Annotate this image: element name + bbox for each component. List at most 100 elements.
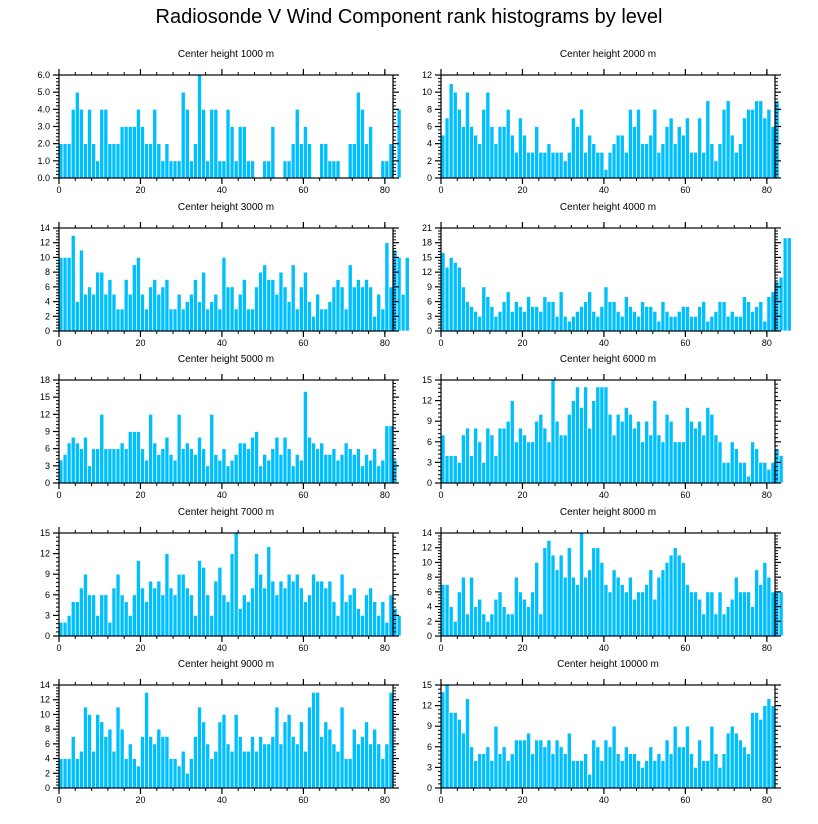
panel-title: Center height 6000 m — [560, 354, 656, 365]
bar — [750, 311, 755, 332]
bar — [774, 591, 780, 637]
y-tick-label: 6 — [427, 742, 432, 752]
bar — [505, 420, 511, 484]
bar — [513, 151, 519, 179]
bar — [180, 750, 186, 789]
bar — [770, 126, 776, 179]
bar — [570, 576, 576, 637]
bar — [522, 134, 527, 179]
bar — [570, 117, 576, 179]
bar — [241, 750, 247, 789]
bar — [501, 126, 507, 179]
bar — [583, 576, 588, 637]
bar — [290, 143, 296, 179]
x-tick-label: 40 — [217, 185, 227, 195]
bar — [180, 573, 186, 637]
bar — [522, 598, 527, 637]
bar — [713, 613, 719, 637]
bar — [290, 580, 296, 637]
bar — [209, 758, 215, 789]
bar — [360, 108, 365, 179]
bar — [550, 753, 556, 789]
bar — [95, 448, 101, 484]
bar — [156, 143, 162, 179]
bar — [254, 431, 259, 484]
bar — [672, 725, 678, 789]
bar — [193, 143, 198, 179]
bar — [233, 532, 239, 637]
bar — [542, 296, 548, 332]
y-tick-label: 15 — [422, 680, 432, 690]
bar — [619, 134, 625, 179]
bar — [717, 441, 723, 484]
x-tick-label: 20 — [517, 338, 527, 348]
y-tick-label: 0 — [45, 326, 50, 336]
bar — [493, 455, 499, 484]
bar — [632, 311, 637, 332]
bar — [725, 462, 731, 484]
y-tick-label: 3 — [45, 610, 50, 620]
bar — [770, 591, 776, 637]
y-tick-label: 6 — [427, 437, 432, 447]
bar — [160, 736, 166, 789]
bar — [509, 613, 515, 637]
bar — [562, 315, 568, 332]
bar — [246, 160, 251, 179]
bar — [522, 434, 527, 484]
bar — [465, 301, 470, 332]
bar — [713, 434, 719, 484]
bar — [465, 613, 470, 637]
bar — [103, 736, 109, 789]
bar — [440, 691, 446, 789]
bar — [79, 249, 84, 332]
x-tick-label: 0 — [56, 338, 61, 348]
bar — [477, 315, 483, 332]
y-tick-label: 15 — [422, 252, 432, 262]
bar — [270, 279, 276, 332]
bar — [652, 760, 658, 789]
bar — [205, 465, 211, 484]
y-tick-label: 1.0 — [37, 156, 50, 166]
bar — [538, 613, 544, 637]
bar — [201, 108, 206, 179]
bar — [611, 301, 617, 332]
bar — [444, 684, 450, 789]
bar — [758, 718, 764, 789]
bar — [603, 739, 609, 789]
bar — [562, 576, 568, 637]
bar — [570, 760, 576, 789]
bar — [79, 587, 84, 637]
bar — [213, 293, 219, 332]
bar — [599, 760, 605, 789]
bar — [119, 728, 125, 789]
bar — [339, 286, 345, 332]
bar — [546, 301, 552, 332]
bar — [119, 126, 125, 179]
bar — [315, 580, 321, 637]
y-tick-label: 21 — [422, 223, 432, 233]
bar — [164, 736, 170, 789]
bar — [660, 301, 666, 332]
bar — [103, 293, 109, 332]
bar — [213, 750, 219, 789]
bar — [538, 739, 544, 789]
bar — [343, 308, 349, 332]
y-tick-label: 12 — [422, 543, 432, 553]
bar — [477, 753, 483, 789]
bar — [83, 293, 88, 332]
bar — [266, 743, 272, 789]
bar — [347, 448, 353, 484]
y-tick-label: 2 — [45, 768, 50, 778]
bar — [518, 117, 523, 179]
x-tick-label: 60 — [298, 185, 308, 195]
y-tick-label: 0 — [45, 783, 50, 793]
bar — [685, 117, 690, 179]
bar — [676, 311, 682, 332]
bar — [262, 587, 268, 637]
bar — [526, 151, 531, 179]
bar — [705, 760, 711, 789]
panel-2: 0 20 40 60 80 0 2 4 6 8 10 12 Center height 2000 m — [422, 49, 781, 195]
bar — [327, 454, 333, 484]
bar — [172, 594, 178, 637]
